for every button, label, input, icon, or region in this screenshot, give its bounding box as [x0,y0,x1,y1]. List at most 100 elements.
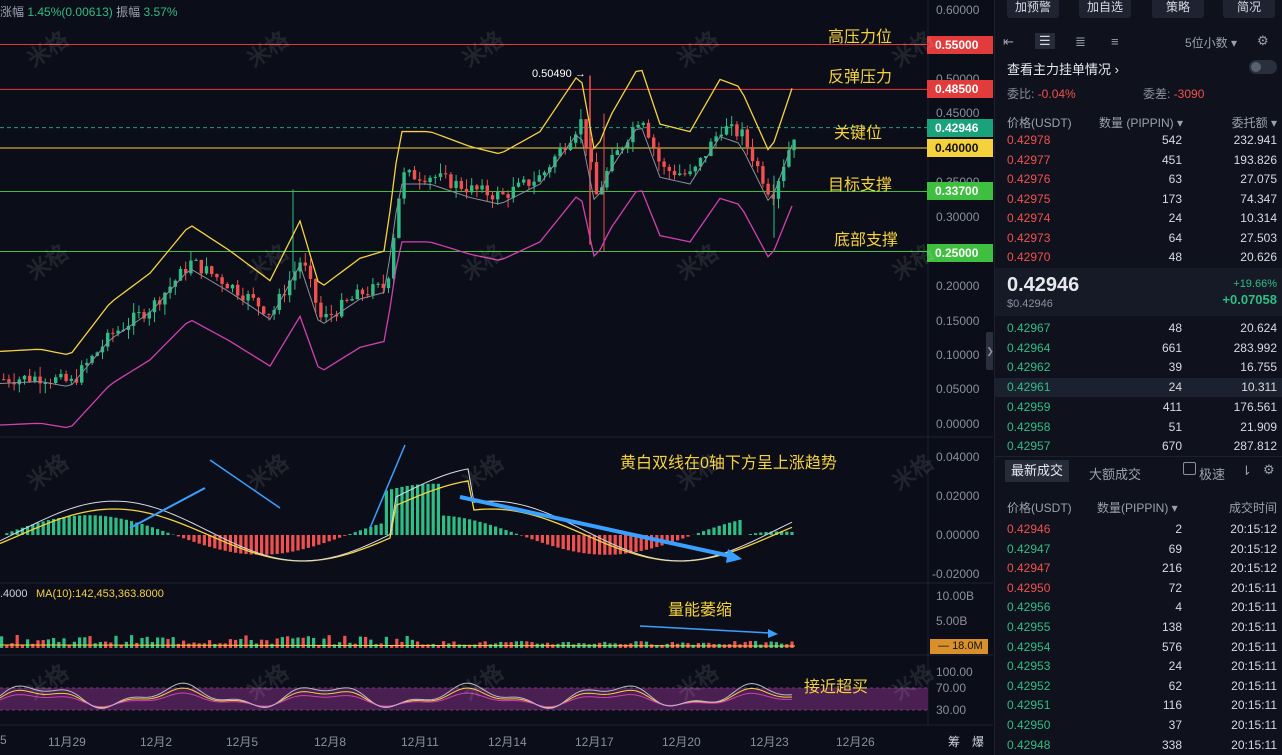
both-side-icon[interactable]: ☰ [1035,33,1055,49]
macd-histogram-bar [728,522,732,535]
bid-price: 0.42967 [1007,321,1051,335]
macd-tick: 0.00000 [936,528,980,542]
volume-bar [639,641,643,648]
chart-canvas[interactable] [0,0,993,755]
orderbook-toggle[interactable] [1249,60,1277,74]
orderbook-title-link[interactable]: 查看主力挂单情况 › [1007,62,1119,77]
macd-histogram-bar [748,534,752,535]
settings-icon[interactable]: ⚙ [1257,33,1269,48]
overview-button[interactable]: 简况 [1223,0,1275,18]
trades-settings-icon[interactable]: ⚙ [1263,462,1275,477]
candle-body [371,284,375,295]
candle-body [594,162,599,195]
bid-row[interactable]: 0.42967 48 20.624 [1007,319,1277,338]
depth-icon[interactable]: ⇤ [1003,34,1014,49]
add-alert-button[interactable]: 加预警 [1007,0,1059,18]
candle-body [740,129,744,137]
trades-col-qty[interactable]: 数量(PIPPIN) ▾ [1097,501,1178,515]
candle-body [745,129,749,147]
macd-histogram-bar [192,535,196,542]
ask-row[interactable]: 0.42977 451 193.826 [1007,151,1277,170]
price-tick: 0.05000 [936,382,980,396]
macd-histogram-bar [150,527,154,535]
macd-histogram-bar [592,535,596,555]
bid-row[interactable]: 0.42962 39 16.755 [1007,358,1277,377]
bids-only-icon[interactable]: ≣ [1075,34,1086,49]
liquidation-button[interactable]: 爆 [972,735,985,749]
macd-histogram-bar [426,483,430,535]
trade-qty: 24 [1168,659,1182,674]
macd-tick: 0.02000 [936,489,980,503]
macd-histogram-bar [265,535,269,555]
chip-distribution-button[interactable]: 筹 [948,735,961,749]
last-price: 0.42946 [1007,274,1080,296]
volume-bar [442,641,446,648]
ask-row[interactable]: 0.42975 173 74.347 [1007,190,1277,209]
macd-histogram-bar [462,518,466,535]
volume-bar [395,638,399,648]
candle-body [724,126,729,135]
trade-price: 0.42956 [1007,600,1051,615]
bid-amount: 283.992 [1233,340,1277,355]
volume-bar [644,641,648,648]
macd-histogram-bar [135,522,139,535]
macd-histogram-bar [384,490,388,535]
volume-badge: — 18.0M [930,639,988,654]
macd-histogram-bar [348,533,352,535]
macd-histogram-bar [488,524,492,535]
macd-histogram-bar [317,535,321,545]
bid-row[interactable]: 0.42959 411 176.561 [1007,398,1277,417]
col-qty-header[interactable]: 数量 (PIPPIN) ▾ [1099,116,1184,130]
tab-large-trades[interactable]: 大额成交 [1089,467,1142,482]
fast-checkbox[interactable] [1183,462,1196,475]
ask-amount: 74.347 [1240,191,1277,206]
bid-row[interactable]: 0.42964 661 283.992 [1007,339,1277,358]
macd-histogram-bar [213,535,217,549]
bid-row[interactable]: 0.42957 670 287.812 [1007,437,1277,456]
trade-qty: 69 [1168,541,1182,556]
macd-histogram-bar [26,525,30,535]
candle-body [475,185,479,190]
volume-bar [410,639,414,648]
candle-body [438,173,443,177]
bid-price: 0.42959 [1007,399,1051,414]
candle-body [490,195,495,200]
volume-bar [566,642,570,648]
col-amount-header[interactable]: 委托额 ▾ [1231,116,1277,130]
volume-bar [514,641,518,648]
volume-bar [499,641,503,648]
bid-row[interactable]: 0.42961 24 10.311 [995,378,1282,398]
candle-body [100,346,105,353]
strategy-button[interactable]: 策略 [1152,0,1204,18]
ask-row[interactable]: 0.42976 63 27.075 [1007,170,1277,189]
decimals-select[interactable]: 5位小数 ▾ [1185,36,1238,50]
bid-amount: 20.624 [1240,321,1277,335]
kline-chart[interactable]: 涨幅 1.45%(0.00613) 振幅 3.57% 0.60000 0.500… [0,0,993,755]
macd-histogram-bar [629,535,633,553]
date-label: 12月20 [662,735,701,749]
asks-only-icon[interactable]: ≡ [1111,34,1119,49]
macd-histogram-bar [140,524,144,535]
macd-histogram-bar [88,515,92,535]
tab-latest-trades[interactable]: 最新成交 [1005,460,1070,482]
volume-bar [561,642,565,648]
volume-bar [525,641,529,648]
volume-bar [67,644,71,648]
macd-histogram-bar [182,535,186,539]
filter-icon[interactable]: ⇂ [1241,463,1252,478]
candle-body [605,171,609,188]
candle-body [787,150,791,167]
macd-histogram-bar [114,517,118,535]
ask-row[interactable]: 0.42970 48 20.626 [1007,248,1277,267]
ask-row[interactable]: 0.42973 64 27.503 [1007,229,1277,248]
bid-row[interactable]: 0.42958 51 21.909 [1007,418,1277,437]
trades-col-time: 成交时间 [1228,501,1277,515]
ask-row[interactable]: 0.42974 24 10.314 [1007,209,1277,228]
candle-body [376,283,380,285]
volume-bar [213,643,217,648]
macd-histogram-bar [790,531,794,535]
ask-row[interactable]: 0.42978 542 232.941 [1007,131,1277,150]
collapse-panel-handle[interactable]: ❯ [986,332,993,370]
trade-qty: 4 [1175,600,1182,615]
add-watchlist-button[interactable]: 加自选 [1079,0,1131,18]
